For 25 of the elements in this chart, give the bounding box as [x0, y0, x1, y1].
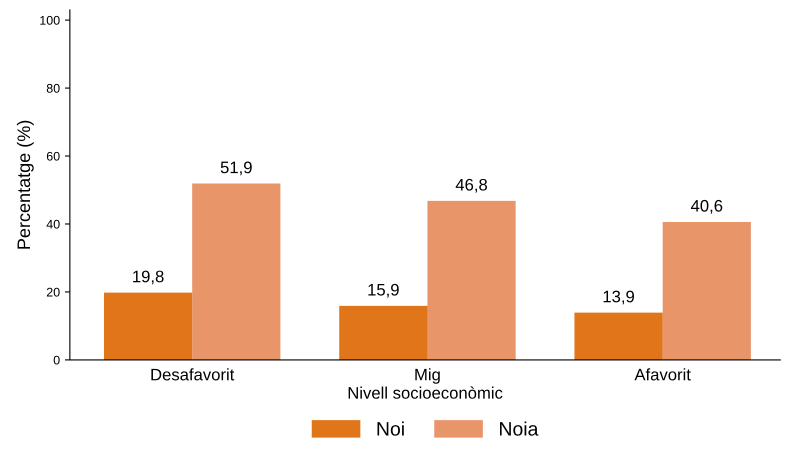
y-tick-label: 0 — [54, 356, 60, 365]
data-label: 13,9 — [604, 290, 634, 304]
bar — [104, 292, 192, 360]
y-tick-label: 100 — [40, 16, 60, 25]
bar — [192, 184, 280, 360]
data-label: 40,6 — [690, 200, 722, 214]
y-tick-label: 80 — [46, 84, 60, 93]
bar — [662, 222, 751, 360]
y-axis-title: Percentatge (%) — [16, 120, 34, 249]
data-label: 19,8 — [133, 270, 164, 284]
legend-label: Noia — [500, 421, 538, 436]
y-tick-label: 20 — [46, 288, 60, 297]
x-tick-label: Desafavorit — [151, 368, 234, 380]
bar — [427, 200, 516, 360]
data-label: 46,8 — [456, 178, 488, 193]
data-label: 51,9 — [220, 162, 252, 176]
y-tick-label: 40 — [46, 220, 60, 229]
legend-label: Noi — [378, 421, 404, 436]
x-tick-label: Mig — [415, 368, 440, 384]
bar — [574, 312, 663, 360]
bar — [339, 306, 428, 360]
x-tick-label: Afavorit — [634, 368, 691, 380]
y-tick-label: 60 — [46, 152, 60, 161]
x-axis-title: Nivell socioeconòmic — [348, 386, 502, 399]
data-label: 15,9 — [368, 284, 399, 298]
